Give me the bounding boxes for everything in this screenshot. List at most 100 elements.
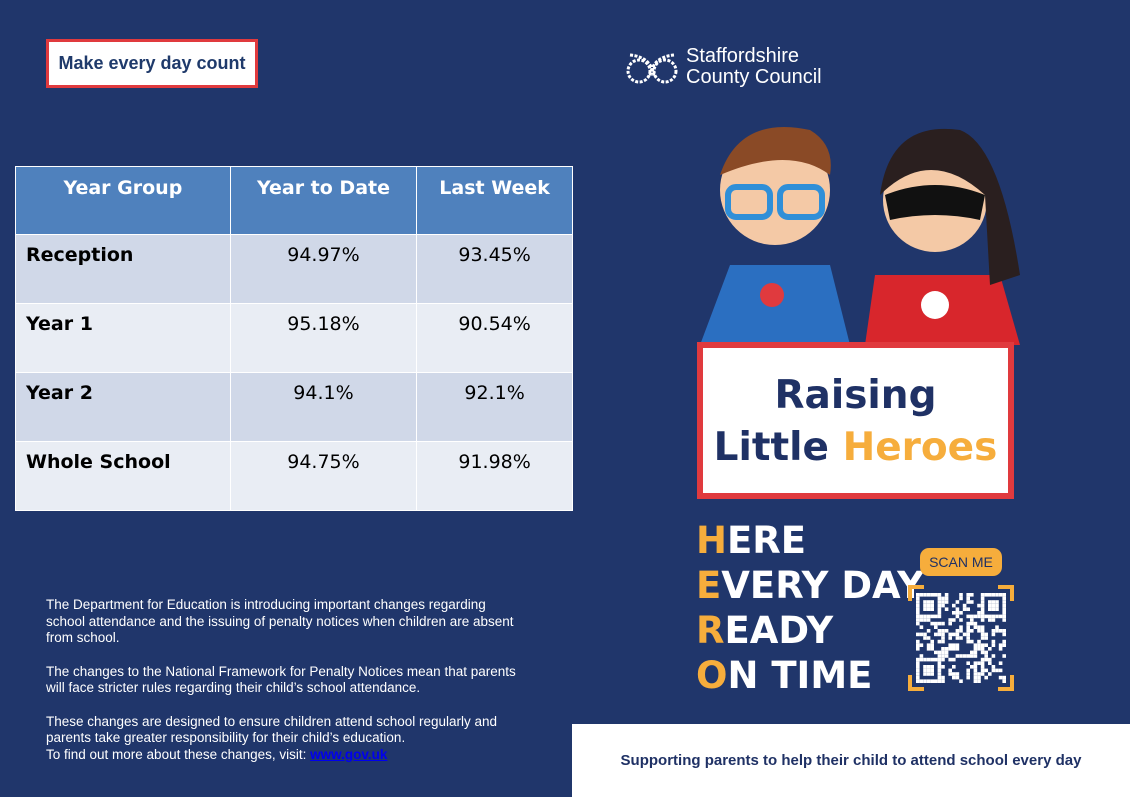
qr-module <box>980 647 985 651</box>
qr-module <box>926 643 931 647</box>
qr-module <box>980 672 985 676</box>
qr-module <box>998 668 1003 673</box>
qr-module <box>937 614 942 619</box>
qr-module <box>1002 675 1006 680</box>
qr-module <box>991 654 996 658</box>
qr-module <box>948 657 952 662</box>
qr-module <box>1002 603 1006 608</box>
qr-module <box>998 647 1003 651</box>
hero-acronym: HERE EVERY DAY READY ON TIME <box>696 518 924 698</box>
qr-module <box>959 636 963 640</box>
qr-module <box>984 668 988 673</box>
gov-link[interactable]: www.gov.uk <box>310 746 388 762</box>
qr-module <box>923 668 927 673</box>
qr-module <box>926 593 931 597</box>
qr-module <box>984 614 988 619</box>
qr-code[interactable] <box>908 585 1014 691</box>
qr-module <box>991 607 996 611</box>
qr-module <box>1002 679 1006 683</box>
col-header: Year to Date <box>229 166 418 235</box>
qr-module <box>966 593 970 597</box>
table-row: Whole School 94.75% 91.98% <box>15 441 573 511</box>
qr-module <box>955 611 960 615</box>
qr-module <box>926 629 931 633</box>
table-row: Year 2 94.1% 92.1% <box>15 372 573 442</box>
qr-module <box>973 614 978 619</box>
qr-module <box>930 672 934 676</box>
cell: 94.97% <box>229 234 418 304</box>
qr-module <box>955 643 960 647</box>
qr-module <box>959 618 963 622</box>
qr-module <box>959 611 963 615</box>
qr-module <box>919 679 924 683</box>
qr-module <box>955 607 960 611</box>
table-row: Reception 94.97% 93.45% <box>15 234 573 304</box>
qr-module <box>926 614 931 619</box>
qr-module <box>988 647 992 651</box>
qr-module <box>959 625 963 629</box>
qr-module <box>1002 629 1006 633</box>
qr-module <box>926 672 931 676</box>
qr-module <box>966 632 970 637</box>
table-row: Year 1 95.18% 90.54% <box>15 303 573 373</box>
scan-me-label: SCAN ME <box>920 548 1002 576</box>
qr-module <box>962 603 967 608</box>
qr-module <box>919 657 924 662</box>
qr-module <box>919 625 924 629</box>
qr-module <box>955 647 960 651</box>
qr-module <box>973 643 978 647</box>
qr-module <box>1002 639 1006 644</box>
qr-module <box>955 614 960 619</box>
qr-module <box>998 675 1003 680</box>
qr-module <box>916 679 920 683</box>
qr-module <box>916 621 920 626</box>
qr-module <box>980 629 985 633</box>
qr-module <box>930 643 934 647</box>
qr-module <box>980 657 985 662</box>
qr-module <box>916 603 920 608</box>
qr-module <box>937 639 942 644</box>
qr-module <box>970 665 974 669</box>
qr-module <box>930 614 934 619</box>
qr-module <box>916 611 920 615</box>
qr-module <box>941 665 945 669</box>
qr-module <box>970 614 974 619</box>
cell: 91.98% <box>416 441 573 511</box>
qr-module <box>966 625 970 629</box>
qr-module <box>995 603 999 608</box>
cell: 95.18% <box>229 303 418 373</box>
qr-module <box>998 629 1003 633</box>
qr-module <box>973 672 978 676</box>
qr-module <box>916 632 920 637</box>
qr-module <box>937 621 942 626</box>
qr-module <box>923 636 927 640</box>
qr-module <box>934 593 938 597</box>
qr-module <box>1002 654 1006 658</box>
qr-module <box>962 632 967 637</box>
qr-module <box>934 614 938 619</box>
qr-module <box>959 679 963 683</box>
qr-module <box>991 618 996 622</box>
qr-module <box>977 672 981 676</box>
qr-module <box>984 675 988 680</box>
qr-module <box>916 668 920 673</box>
qr-module <box>948 668 952 673</box>
qr-module <box>984 643 988 647</box>
qr-module <box>966 661 970 665</box>
qr-module <box>948 672 952 676</box>
qr-module <box>962 607 967 611</box>
qr-module <box>955 654 960 658</box>
acronym-word: ERE <box>726 519 807 562</box>
qr-module <box>980 650 985 655</box>
qr-module <box>941 647 945 651</box>
qr-module <box>930 668 934 673</box>
qr-module <box>941 675 945 680</box>
qr-module <box>941 639 945 644</box>
qr-module <box>959 654 963 658</box>
qr-module <box>948 632 952 637</box>
qr-module <box>991 603 996 608</box>
qr-module <box>973 625 978 629</box>
qr-module <box>980 600 985 604</box>
qr-module <box>930 639 934 644</box>
qr-module <box>991 668 996 673</box>
